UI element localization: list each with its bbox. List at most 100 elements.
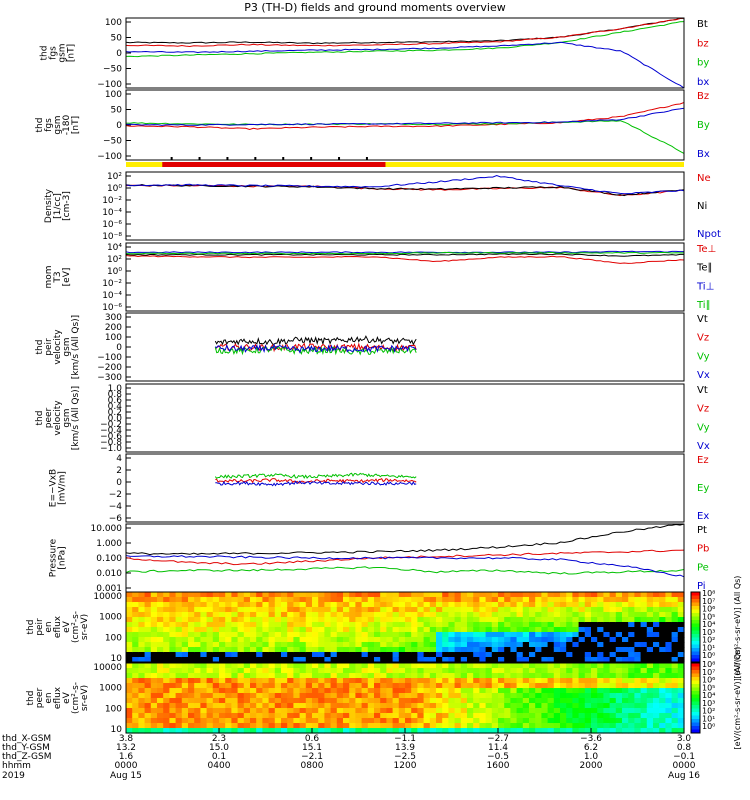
spectrogram-cell bbox=[231, 708, 239, 714]
spectrogram-cell bbox=[417, 663, 425, 669]
spectrogram-cell bbox=[467, 597, 474, 603]
colorbar-cell bbox=[691, 602, 700, 607]
spectrogram-cell bbox=[268, 693, 276, 699]
ytick-mom_temperature: 10² bbox=[107, 255, 122, 265]
legend-Vy: Vy bbox=[697, 422, 710, 433]
spectrogram-cell bbox=[584, 713, 592, 719]
spectrogram-cell bbox=[442, 673, 449, 679]
ylabel-peer_spectrogram-4: eV bbox=[62, 691, 72, 704]
spectrogram-cell bbox=[163, 652, 170, 658]
spectrogram-cell bbox=[516, 708, 524, 714]
spectrogram-cell bbox=[671, 617, 679, 623]
spectrogram-cell bbox=[386, 698, 394, 704]
spectrogram-cell bbox=[318, 698, 325, 704]
spectrogram-cell bbox=[194, 688, 201, 694]
spectrogram-cell bbox=[157, 622, 164, 628]
spectrogram-cell bbox=[498, 627, 505, 633]
spectrogram-cell bbox=[504, 632, 511, 638]
spectrogram-cell bbox=[566, 693, 573, 699]
spectrogram-cell bbox=[467, 728, 474, 734]
spectrogram-cell bbox=[603, 592, 611, 598]
spectrogram-cell bbox=[566, 668, 573, 674]
spectrogram-cell bbox=[448, 713, 456, 719]
spectrogram-cell bbox=[535, 678, 542, 684]
spectrogram-cell bbox=[256, 728, 263, 734]
ylabel-fgs_gsm-2: gsm bbox=[58, 43, 68, 62]
spectrogram-cell bbox=[634, 728, 642, 734]
spectrogram-cell bbox=[529, 673, 536, 679]
ytick-peir_velocity: 0 bbox=[116, 343, 122, 353]
spectrogram-cell bbox=[479, 688, 487, 694]
spectrogram-cell bbox=[398, 627, 406, 633]
spectrogram-cell bbox=[312, 632, 319, 638]
spectrogram-cell bbox=[126, 703, 133, 709]
spectrogram-cell bbox=[126, 607, 133, 613]
spectrogram-cell bbox=[181, 657, 189, 663]
spectrogram-cell bbox=[330, 617, 338, 623]
spectrogram-cell bbox=[293, 632, 301, 638]
spectrogram-cell bbox=[237, 632, 245, 638]
spectrogram-cell bbox=[491, 597, 499, 603]
spectrogram-cell bbox=[262, 617, 270, 623]
spectrogram-cell bbox=[299, 652, 307, 658]
spectrogram-cell bbox=[212, 723, 220, 729]
spectrogram-cell bbox=[287, 612, 294, 618]
ytick-pressure: 10.000 bbox=[91, 524, 123, 534]
spectrogram-cell bbox=[411, 632, 418, 638]
spectrogram-cell bbox=[442, 703, 449, 709]
spectrogram-cell bbox=[448, 703, 456, 709]
spectrogram-cell bbox=[293, 602, 301, 608]
ylabel-peir_velocity-2: velocity bbox=[53, 329, 63, 365]
spectrogram-cell bbox=[454, 693, 462, 699]
colorbar-cell bbox=[691, 715, 700, 720]
legend-by: by bbox=[697, 58, 709, 69]
spectrogram-cell bbox=[132, 637, 139, 643]
spectrogram-cell bbox=[460, 637, 468, 643]
spectrogram-cell bbox=[473, 592, 480, 598]
spectrogram-cell bbox=[243, 607, 251, 613]
spectrogram-cell bbox=[398, 632, 406, 638]
spectrogram-cell bbox=[640, 708, 648, 714]
spectrogram-cell bbox=[206, 647, 214, 653]
ytick-peir_spectrogram: 10 bbox=[111, 654, 123, 664]
spectrogram-cell bbox=[436, 642, 443, 648]
spectrogram-cell bbox=[566, 657, 573, 663]
spectrogram-cell bbox=[194, 592, 201, 598]
spectrogram-cell bbox=[281, 673, 288, 679]
spectrogram-cell bbox=[572, 647, 580, 653]
spectrogram-cell bbox=[628, 592, 635, 598]
spectrogram-cell bbox=[336, 718, 344, 724]
spectrogram-cell bbox=[665, 627, 673, 633]
spectrogram-cell bbox=[411, 678, 418, 684]
spectrogram-cell bbox=[175, 688, 183, 694]
spectrogram-cell bbox=[392, 637, 400, 643]
spectrogram-cell bbox=[535, 622, 542, 628]
spectrogram-cell bbox=[510, 703, 518, 709]
spectrogram-cell bbox=[150, 647, 158, 653]
spectrogram-cell bbox=[560, 698, 567, 704]
spectrogram-cell bbox=[436, 728, 443, 734]
spectrogram-cell bbox=[336, 693, 344, 699]
spectrogram-cell bbox=[529, 693, 536, 699]
spectrogram-cell bbox=[448, 642, 456, 648]
spectrogram-cell bbox=[386, 652, 394, 658]
ytick-efield: 4 bbox=[116, 454, 122, 464]
spectrogram-cell bbox=[603, 657, 611, 663]
spectrogram-cell bbox=[343, 693, 350, 699]
spectrogram-cell bbox=[591, 597, 598, 603]
spectrogram-cell bbox=[504, 663, 511, 669]
spectrogram-cell bbox=[126, 602, 133, 608]
spectrogram-cell bbox=[522, 647, 530, 653]
spectrogram-cell bbox=[163, 657, 170, 663]
spectrogram-cell bbox=[504, 652, 511, 658]
spectrogram-cell bbox=[231, 663, 239, 669]
spectrogram-cell bbox=[405, 597, 412, 603]
spectrogram-cell bbox=[473, 607, 480, 613]
spectrogram-cell bbox=[126, 657, 133, 663]
spectrogram-cell bbox=[634, 718, 642, 724]
spectrogram-cell bbox=[175, 678, 183, 684]
spectrogram-cell bbox=[212, 708, 220, 714]
spectrogram-cell bbox=[491, 688, 499, 694]
spectrogram-cell bbox=[411, 668, 418, 674]
spectrogram-cell bbox=[274, 703, 282, 709]
